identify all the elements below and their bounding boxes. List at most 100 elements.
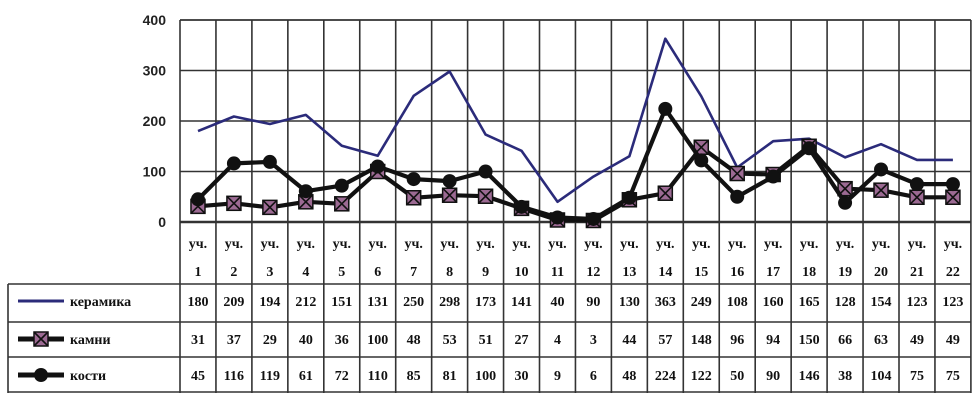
category-label-top: уч. xyxy=(908,237,926,252)
point-кости xyxy=(442,174,457,189)
table-cell-value: 40 xyxy=(550,295,564,310)
y-axis-ticks: 0 100 200 300 400 xyxy=(143,12,167,230)
table-cell-value: 37 xyxy=(227,333,241,348)
marker-x xyxy=(226,195,242,211)
point-кости xyxy=(550,210,565,225)
table-cell-value: 116 xyxy=(224,369,244,384)
category-label: 17 xyxy=(766,265,780,280)
category-label: 22 xyxy=(946,265,960,280)
category-label-top: уч. xyxy=(944,237,962,252)
table-cell-value: 180 xyxy=(187,295,208,310)
point-камни xyxy=(441,187,458,203)
marker-x xyxy=(442,187,458,203)
category-label-top: уч. xyxy=(476,237,494,252)
point-кости xyxy=(802,141,817,156)
table-cell-value: 49 xyxy=(910,333,924,348)
table-cell-value: 94 xyxy=(766,333,780,348)
table-cell-value: 90 xyxy=(766,369,780,384)
point-камни xyxy=(334,196,350,212)
table-cell-value: 108 xyxy=(727,295,748,310)
point-камни xyxy=(909,189,925,206)
category-label: 6 xyxy=(374,265,381,280)
table-cell-value: 119 xyxy=(260,369,280,384)
table-cell-value: 194 xyxy=(259,295,280,310)
series-line-керамика xyxy=(197,37,953,204)
category-label: 15 xyxy=(694,265,708,280)
marker-x xyxy=(729,165,745,182)
legend-key-marker xyxy=(34,368,48,382)
table-cell-value: 209 xyxy=(223,295,244,310)
point-камни xyxy=(262,199,278,216)
point-кости xyxy=(730,189,745,204)
table-cell-value: 51 xyxy=(479,333,493,348)
category-label-top: уч. xyxy=(656,237,674,252)
point-кости xyxy=(658,101,673,116)
category-label-top: уч. xyxy=(512,237,530,252)
table-cell-value: 61 xyxy=(299,369,313,384)
point-камни xyxy=(477,188,494,204)
table-cell-value: 165 xyxy=(799,295,820,310)
table-cell-value: 40 xyxy=(299,333,313,348)
table-cell-value: 173 xyxy=(475,295,496,310)
legend-label: кости xyxy=(70,369,106,384)
table-cell-value: 9 xyxy=(554,369,561,384)
table-cell-value: 53 xyxy=(443,333,457,348)
category-label: 3 xyxy=(266,265,273,280)
category-label-top: уч. xyxy=(369,237,387,252)
category-label-top: уч. xyxy=(836,237,854,252)
table-cell-value: 48 xyxy=(622,369,636,384)
point-кости xyxy=(334,178,349,193)
category-label-top: уч. xyxy=(297,237,315,252)
point-кости xyxy=(838,195,853,210)
table-cell-value: 160 xyxy=(763,295,784,310)
table-cell-value: 50 xyxy=(730,369,744,384)
table-cell-value: 151 xyxy=(331,295,352,310)
table-cell-value: 3 xyxy=(590,333,597,348)
table-cell-value: 38 xyxy=(838,369,852,384)
table-cell-value: 100 xyxy=(475,369,496,384)
point-камни xyxy=(945,189,961,206)
category-label: 10 xyxy=(515,265,529,280)
category-label: 20 xyxy=(874,265,888,280)
category-label: 21 xyxy=(910,265,924,280)
category-label: 4 xyxy=(302,265,309,280)
category-label-top: уч. xyxy=(764,237,782,252)
table-cell-value: 44 xyxy=(622,333,636,348)
category-label-top: уч. xyxy=(620,237,638,252)
category-label-top: уч. xyxy=(189,237,207,252)
point-кости xyxy=(514,199,529,214)
marker-x xyxy=(909,189,925,205)
point-камни xyxy=(405,190,422,206)
table-cell-value: 30 xyxy=(515,369,529,384)
marker-x xyxy=(657,185,673,201)
category-label-top: уч. xyxy=(333,237,351,252)
category-label: 1 xyxy=(194,265,201,280)
data-table: уч. 1 уч. 2 уч. 3 уч. 4 уч. 5 уч. 6 уч. 7 уч. 8 уч. 9 уч. 1… xyxy=(18,237,963,384)
point-кости xyxy=(406,172,421,187)
category-label: 13 xyxy=(622,265,636,280)
point-кости xyxy=(694,153,709,168)
table-cell-value: 75 xyxy=(910,369,924,384)
category-label: 19 xyxy=(838,265,852,280)
marker-x xyxy=(478,188,494,204)
table-cell-value: 141 xyxy=(511,295,532,310)
category-label: 16 xyxy=(730,265,744,280)
table-cell-value: 146 xyxy=(799,369,820,384)
table-cell-value: 27 xyxy=(515,333,529,348)
y-tick-label: 200 xyxy=(143,113,167,129)
point-кости xyxy=(298,184,313,199)
table-cell-value: 131 xyxy=(367,295,388,310)
table-cell-value: 224 xyxy=(655,369,676,384)
series-line-кости xyxy=(196,106,953,222)
marker-x xyxy=(406,190,422,206)
table-cell-value: 45 xyxy=(191,369,205,384)
table-cell-value: 123 xyxy=(906,295,927,310)
category-label-top: уч. xyxy=(404,237,422,252)
table-cell-value: 31 xyxy=(191,333,205,348)
table-cell-value: 104 xyxy=(871,369,892,384)
table-cell-value: 29 xyxy=(263,333,277,348)
point-кости xyxy=(226,156,241,171)
table-cell-value: 110 xyxy=(368,369,388,384)
category-label-top: уч. xyxy=(692,237,710,252)
